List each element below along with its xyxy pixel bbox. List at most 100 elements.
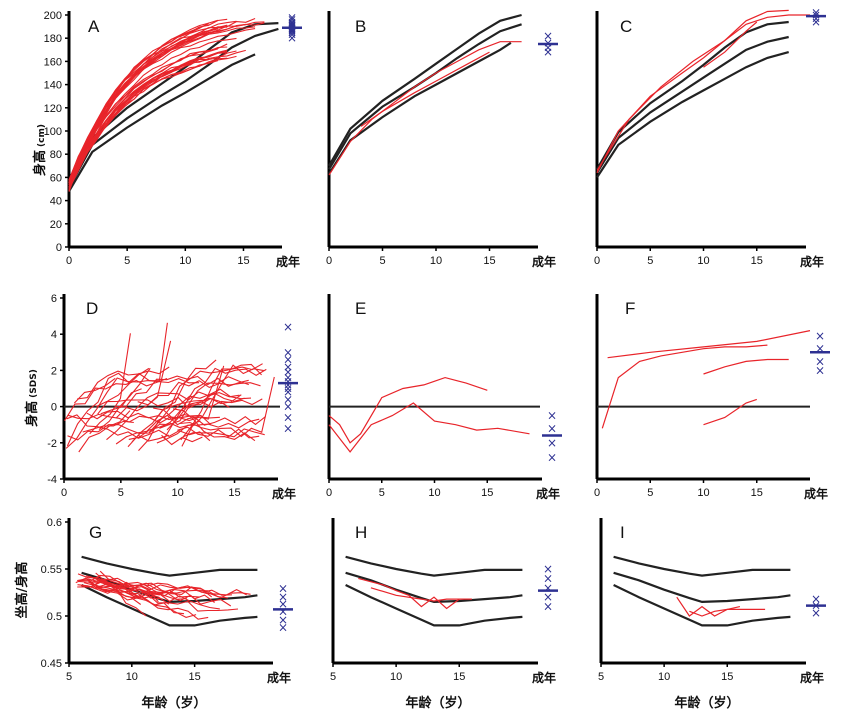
x-tick-label: 15: [721, 671, 733, 683]
adult-marker: ×: [283, 360, 293, 374]
y-tick-label: 6: [51, 293, 57, 305]
panel-letter: C: [620, 17, 632, 36]
individual-curve: [180, 363, 263, 441]
y-tick-label: 0.6: [47, 517, 62, 529]
adult-marker: ×: [283, 353, 293, 367]
x-tick-label: 10: [430, 255, 442, 267]
y-tick-label: -4: [47, 474, 57, 486]
adult-marker: ×: [283, 400, 293, 414]
reference-curve-P50: [613, 571, 791, 604]
adult-marker: ×: [283, 385, 293, 399]
individual-curve: [163, 367, 267, 440]
panel-letter: G: [89, 523, 102, 542]
adult-marker: ×: [287, 13, 297, 27]
adult-marker: ×: [283, 365, 293, 379]
panel-E: E0 5 10 15 成年××××: [326, 294, 562, 501]
adult-marker: ×: [287, 31, 297, 45]
individual-curve: [68, 58, 209, 190]
reference-curve-P97: [81, 555, 258, 577]
reference-curve-P50: [596, 35, 789, 174]
x-tick-label: 0: [326, 487, 332, 499]
reference-curve-P3: [68, 53, 256, 192]
individual-curve: [67, 413, 212, 426]
y-tick-label: 80: [50, 149, 62, 161]
adult-marker: ×: [815, 329, 825, 343]
x-axis-label-I: 年龄（岁）: [674, 695, 739, 711]
individual-curve: [127, 434, 170, 448]
y-tick-label: 0: [51, 402, 57, 414]
y-tick-label: 140: [44, 80, 62, 92]
x-tick-label: 5: [124, 255, 130, 267]
x-tick-label: 5: [379, 255, 385, 267]
y-tick-label: 0: [56, 242, 62, 254]
individual-curve: [370, 587, 472, 602]
individual-curve: [115, 375, 249, 408]
adult-marker: ×: [283, 374, 293, 388]
x-tick-label: 15: [453, 671, 465, 683]
individual-curve: [177, 426, 260, 439]
panel-letter: D: [86, 299, 98, 318]
individual-curve: [83, 580, 215, 603]
adult-marker: ×: [287, 23, 297, 37]
adult-label: 成年: [532, 254, 556, 269]
adult-marker: ×: [283, 410, 293, 424]
individual-curve: [82, 420, 134, 433]
individual-curve: [172, 408, 256, 442]
adult-marker: ×: [283, 382, 293, 396]
individual-curve: [116, 340, 172, 419]
adult-marker: ×: [283, 378, 293, 392]
reference-curve-P3: [596, 51, 789, 179]
individual-curve: [703, 21, 758, 68]
individual-curve: [601, 344, 768, 429]
individual-curve: [68, 23, 209, 188]
y-tick-label: 0.45: [41, 658, 62, 670]
panel-H: H5 10 15 成年×××××: [330, 518, 558, 685]
y-tick-label: 160: [44, 56, 62, 68]
x-tick-label: 5: [598, 671, 604, 683]
reference-curve-P3: [81, 584, 258, 627]
individual-curve: [68, 43, 228, 182]
x-tick-label: 0: [594, 487, 600, 499]
row2-ylabel: 身高(SDS): [24, 369, 40, 427]
adult-marker: ×: [278, 620, 288, 634]
adult-marker: ×: [287, 15, 297, 29]
reference-curve-P3: [345, 584, 523, 627]
y-tick-label: -2: [47, 438, 57, 450]
individual-curve: [77, 584, 209, 620]
adult-marker: ×: [278, 597, 288, 611]
panel-letter: E: [355, 299, 366, 318]
adult-marker: ×: [547, 450, 557, 464]
x-tick-label: 10: [390, 671, 402, 683]
adult-marker: ×: [287, 10, 297, 24]
x-axis-label-G: 年龄（岁）: [141, 695, 206, 711]
individual-curve: [360, 51, 490, 127]
individual-curve: [179, 376, 275, 438]
adult-label: 成年: [800, 254, 824, 269]
individual-curve: [128, 420, 201, 440]
adult-marker: ×: [283, 345, 293, 359]
individual-curve: [166, 376, 249, 431]
x-tick-label: 15: [751, 255, 763, 267]
reference-curve-P97: [596, 20, 789, 170]
individual-curve: [78, 410, 131, 453]
row3-ylabel: 坐高/身高: [14, 562, 30, 619]
y-tick-label: 180: [44, 33, 62, 45]
individual-curve: [138, 388, 252, 451]
adult-marker: ×: [287, 17, 297, 31]
adult-marker: ×: [283, 371, 293, 385]
x-tick-label: 10: [658, 671, 670, 683]
individual-curve: [68, 28, 219, 180]
individual-curve: [328, 402, 530, 453]
adult-label: 成年: [272, 486, 296, 501]
adult-marker: ×: [543, 590, 553, 604]
individual-curve: [596, 9, 789, 171]
individual-curve: [106, 391, 240, 441]
individual-curve: [77, 586, 239, 612]
y-tick-label: 0.5: [47, 611, 62, 623]
adult-marker: ×: [287, 16, 297, 30]
panel-letter: H: [355, 523, 367, 542]
x-tick-label: 15: [751, 487, 763, 499]
adult-marker: ×: [811, 592, 821, 606]
individual-curve: [89, 333, 131, 435]
